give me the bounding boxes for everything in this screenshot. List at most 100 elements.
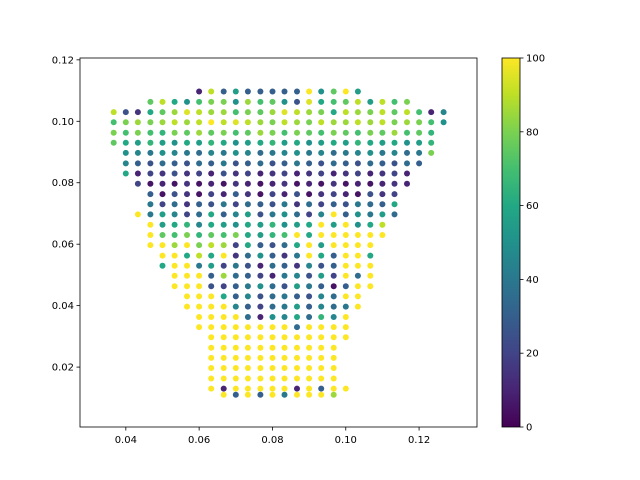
- scatter-point: [354, 160, 361, 167]
- scatter-point: [269, 242, 276, 249]
- scatter-point: [281, 149, 288, 156]
- scatter-point: [208, 324, 215, 331]
- scatter-point: [184, 221, 190, 228]
- scatter-point: [184, 232, 190, 238]
- scatter-point: [196, 272, 203, 279]
- scatter-point: [428, 109, 435, 116]
- scatter-point: [404, 98, 410, 105]
- scatter-point: [281, 365, 288, 371]
- scatter-point: [196, 324, 203, 331]
- scatter-point: [184, 252, 190, 259]
- scatter-point: [281, 391, 288, 398]
- scatter-point: [220, 283, 227, 290]
- scatter-point: [318, 283, 325, 290]
- scatter-point: [110, 129, 117, 136]
- scatter-point: [257, 119, 264, 126]
- x-tick-label: 0.08: [261, 435, 283, 446]
- scatter-point: [220, 262, 227, 269]
- scatter-point: [208, 272, 215, 279]
- scatter-point: [257, 201, 264, 208]
- scatter-point: [306, 385, 313, 392]
- scatter-point: [171, 283, 178, 290]
- scatter-point: [196, 262, 203, 269]
- scatter-point: [440, 119, 447, 126]
- scatter-point: [196, 170, 203, 177]
- scatter-point: [171, 232, 178, 238]
- scatter-point: [379, 232, 386, 238]
- scatter-point: [269, 221, 276, 228]
- scatter-point: [208, 160, 215, 167]
- scatter-point: [220, 303, 227, 310]
- scatter-point: [184, 129, 190, 136]
- colorbar-tick-label: 0: [526, 423, 532, 434]
- y-tick-label: 0.04: [52, 301, 74, 312]
- scatter-point: [318, 354, 325, 361]
- scatter-point: [306, 119, 313, 126]
- scatter-point: [184, 180, 190, 187]
- scatter-point: [379, 119, 386, 126]
- scatter-point: [220, 293, 227, 300]
- scatter-point: [281, 129, 288, 136]
- scatter-point: [318, 324, 325, 331]
- scatter-point: [404, 119, 410, 126]
- scatter-point: [379, 139, 386, 146]
- scatter-point: [367, 272, 374, 279]
- scatter-point: [208, 334, 215, 341]
- scatter-point: [294, 385, 300, 392]
- scatter-point: [330, 272, 337, 279]
- scatter-point: [404, 170, 410, 177]
- scatter-point: [330, 221, 337, 228]
- scatter-point: [269, 324, 276, 331]
- scatter-point: [269, 303, 276, 310]
- scatter-point: [306, 272, 313, 279]
- scatter-point: [159, 98, 166, 105]
- scatter-point: [354, 88, 361, 95]
- scatter-point: [342, 98, 349, 105]
- scatter-point: [244, 391, 251, 398]
- scatter-point: [318, 201, 325, 208]
- scatter-point: [330, 139, 337, 146]
- scatter-point: [134, 109, 141, 116]
- scatter-point: [208, 252, 215, 259]
- scatter-point: [244, 324, 251, 331]
- scatter-point: [294, 391, 300, 398]
- scatter-point: [354, 272, 361, 279]
- scatter-point: [220, 221, 227, 228]
- scatter-point: [220, 324, 227, 331]
- scatter-point: [330, 324, 337, 331]
- scatter-point: [428, 149, 435, 156]
- scatter-point: [208, 365, 215, 371]
- scatter-point: [342, 385, 349, 392]
- scatter-point: [281, 180, 288, 187]
- scatter-point: [196, 242, 203, 249]
- scatter-point: [342, 129, 349, 136]
- colorbar-tick-label: 60: [526, 201, 539, 212]
- scatter-point: [134, 139, 141, 146]
- scatter-point: [208, 180, 215, 187]
- scatter-point: [318, 129, 325, 136]
- scatter-point: [367, 149, 374, 156]
- scatter-point: [244, 88, 251, 95]
- scatter-point: [232, 252, 239, 259]
- scatter-point: [184, 160, 190, 167]
- scatter-point: [306, 354, 313, 361]
- scatter-point: [379, 149, 386, 156]
- scatter-point: [269, 232, 276, 238]
- scatter-point: [159, 201, 166, 208]
- scatter-point: [404, 149, 410, 156]
- scatter-point: [294, 324, 300, 331]
- scatter-point: [281, 119, 288, 126]
- scatter-point: [294, 283, 300, 290]
- scatter-point: [318, 109, 325, 116]
- scatter-point: [196, 252, 203, 259]
- scatter-point: [147, 98, 154, 105]
- scatter-point: [306, 303, 313, 310]
- scatter-point: [159, 149, 166, 156]
- scatter-point: [318, 119, 325, 126]
- scatter-point: [257, 283, 264, 290]
- scatter-point: [122, 139, 129, 146]
- scatter-point: [404, 139, 410, 146]
- scatter-point: [220, 109, 227, 116]
- scatter-point: [244, 252, 251, 259]
